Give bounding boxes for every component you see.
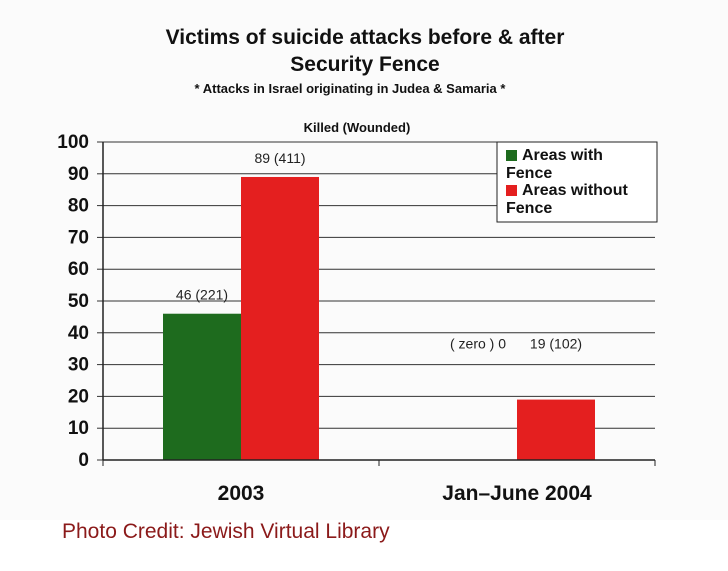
chart-subtitle: * Attacks in Israel originating in Judea…	[195, 81, 507, 96]
y-tick-label-100: 100	[57, 132, 89, 153]
y-tick-label-80: 80	[68, 196, 89, 217]
data-label-fence-0: 46 (221)	[176, 287, 228, 303]
legend-label-fence-line2: Fence	[506, 165, 552, 182]
x-category-label-0: 2003	[218, 482, 265, 505]
y-tick-label-0: 0	[78, 450, 89, 471]
y-tick-label-90: 90	[68, 164, 89, 185]
chart-frame: Victims of suicide attacks before & afte…	[57, 26, 658, 505]
bar-fence-0	[163, 313, 241, 460]
chart-title-line2: Security Fence	[290, 53, 439, 76]
bar-no-fence-0	[241, 176, 319, 461]
bar-chart: Victims of suicide attacks before & afte…	[57, 26, 658, 505]
legend: Areas with Fence Areas without Fence	[496, 141, 658, 223]
legend-swatch-fence	[506, 150, 517, 161]
x-category-label-1: Jan–June 2004	[442, 482, 592, 505]
legend-label-no-fence-line2: Fence	[506, 200, 552, 217]
y-tick-label-70: 70	[68, 227, 89, 248]
axes	[97, 141, 656, 466]
legend-swatch-no-fence	[506, 185, 517, 196]
bar-no-fence-1	[517, 399, 595, 460]
y-tick-label-60: 60	[68, 259, 89, 280]
legend-label-no-fence-line1: Areas without	[522, 182, 628, 199]
data-label-fence-1: ( zero ) 0	[450, 336, 506, 352]
labels: 0 10 20 30 40 50 60 70 80 90 100 46 (221) 89 (411) 20…	[57, 132, 592, 505]
y-tick-label-40: 40	[68, 323, 89, 344]
y-tick-label-20: 20	[68, 386, 89, 407]
chart-title: Victims of suicide attacks before & afte…	[166, 26, 565, 49]
data-label-no-fence-0: 89 (411)	[254, 150, 305, 166]
bars	[163, 176, 595, 461]
photo-credit: Photo Credit: Jewish Virtual Library	[62, 520, 390, 543]
chart-note: Killed (Wounded)	[304, 120, 411, 135]
data-label-no-fence-1: 19 (102)	[530, 336, 582, 352]
y-tick-label-10: 10	[68, 418, 89, 439]
legend-box	[496, 141, 658, 223]
legend-label-fence-line1: Areas with	[522, 147, 603, 164]
y-tick-label-50: 50	[68, 291, 89, 312]
y-tick-label-30: 30	[68, 355, 89, 376]
